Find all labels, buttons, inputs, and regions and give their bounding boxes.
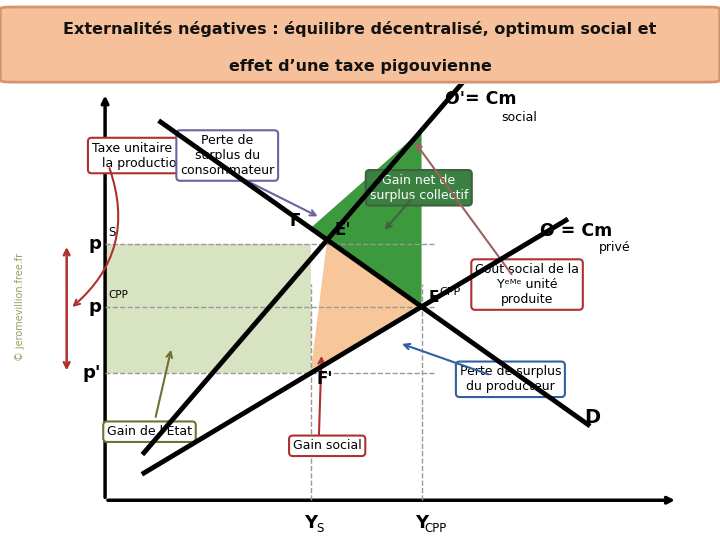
Text: privé: privé [599, 241, 631, 254]
Text: CPP: CPP [440, 287, 461, 297]
Text: F': F' [316, 370, 333, 388]
Text: effet d’une taxe pigouvienne: effet d’une taxe pigouvienne [228, 59, 492, 74]
Text: © jeromevillion.free.fr: © jeromevillion.free.fr [15, 252, 25, 361]
Text: CPP: CPP [424, 522, 446, 535]
Text: E: E [428, 291, 439, 305]
Text: S: S [317, 522, 324, 535]
Text: S: S [108, 226, 115, 239]
Text: Taxe unitaire sur
la production: Taxe unitaire sur la production [91, 141, 195, 170]
Text: E': E' [334, 221, 351, 239]
Text: Coût social de la
Yᵉᴹᵉ unité
produite: Coût social de la Yᵉᴹᵉ unité produite [475, 263, 579, 306]
Text: p': p' [82, 364, 101, 382]
Text: Gain net de
surplus collectif: Gain net de surplus collectif [369, 174, 468, 202]
Text: D: D [584, 408, 600, 428]
Text: Externalités négatives : équilibre décentralisé, optimum social et: Externalités négatives : équilibre décen… [63, 21, 657, 37]
Text: O = Cm: O = Cm [539, 222, 612, 240]
Polygon shape [310, 130, 422, 307]
Text: Gain de l'Etat: Gain de l'Etat [107, 425, 192, 438]
Text: p: p [88, 235, 101, 253]
Text: Y: Y [304, 515, 317, 532]
Text: CPP: CPP [108, 290, 127, 300]
Text: Perte de
surplus du
consommateur: Perte de surplus du consommateur [180, 134, 274, 177]
FancyBboxPatch shape [0, 7, 720, 82]
Text: F: F [289, 212, 301, 230]
Text: Gain social: Gain social [293, 440, 361, 453]
Text: Perte de surplus
du producteur: Perte de surplus du producteur [459, 365, 561, 393]
Text: p: p [88, 298, 101, 316]
Text: O'= Cm: O'= Cm [445, 90, 517, 108]
Text: social: social [501, 111, 537, 124]
Text: Y: Y [415, 515, 428, 532]
Polygon shape [105, 244, 310, 373]
Polygon shape [310, 240, 422, 373]
